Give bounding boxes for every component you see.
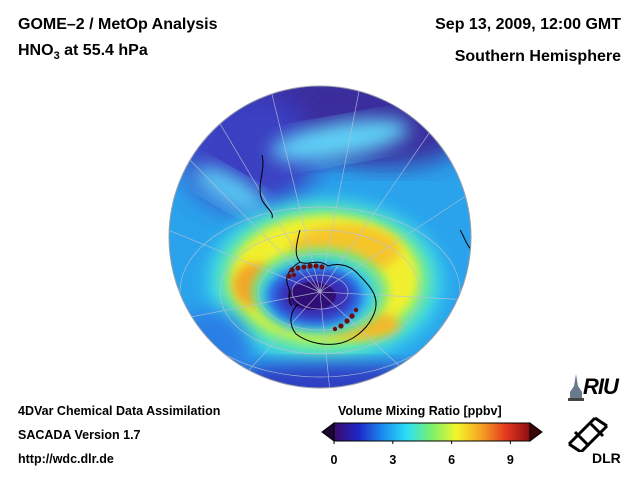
riu-logo-text: RIU (583, 374, 619, 399)
species-subscript: 3 (53, 50, 60, 63)
colorbar-min-arrow (321, 422, 335, 442)
riu-logo-icon (568, 374, 584, 401)
colorbar-tick-label: 6 (448, 453, 456, 467)
colorbar-gradient (333, 422, 531, 442)
species-name: HNO (18, 42, 54, 59)
map-title: GOME–2 / MetOp Analysis (18, 16, 218, 33)
dlr-logo-text: DLR (592, 450, 621, 466)
globe-outline (168, 85, 472, 389)
pressure-level: at 55.4 hPa (59, 42, 148, 59)
coastlines (259, 154, 471, 345)
credit-url: http://wdc.dlr.de (18, 452, 114, 466)
colorbar (321, 422, 543, 444)
colorbar-tick-label: 0 (330, 453, 338, 467)
credit-system: 4DVar Chemical Data Assimilation (18, 404, 221, 418)
high-values (286, 263, 359, 332)
credit-version: SACADA Version 1.7 (18, 428, 141, 442)
date-label: Sep 13, 2009, 12:00 GMT (435, 16, 621, 33)
region-label: Southern Hemisphere (454, 48, 621, 65)
colorbar-tick-label: 3 (389, 453, 397, 467)
globe-field (169, 86, 471, 388)
colorbar-tick-label: 9 (506, 453, 514, 467)
species-label: HNO3 at 55.4 hPa (18, 42, 148, 62)
colorbar-max-arrow (529, 422, 543, 442)
dlr-logo-icon (567, 416, 609, 452)
colorbar-title: Volume Mixing Ratio [ppbv] (338, 404, 502, 418)
